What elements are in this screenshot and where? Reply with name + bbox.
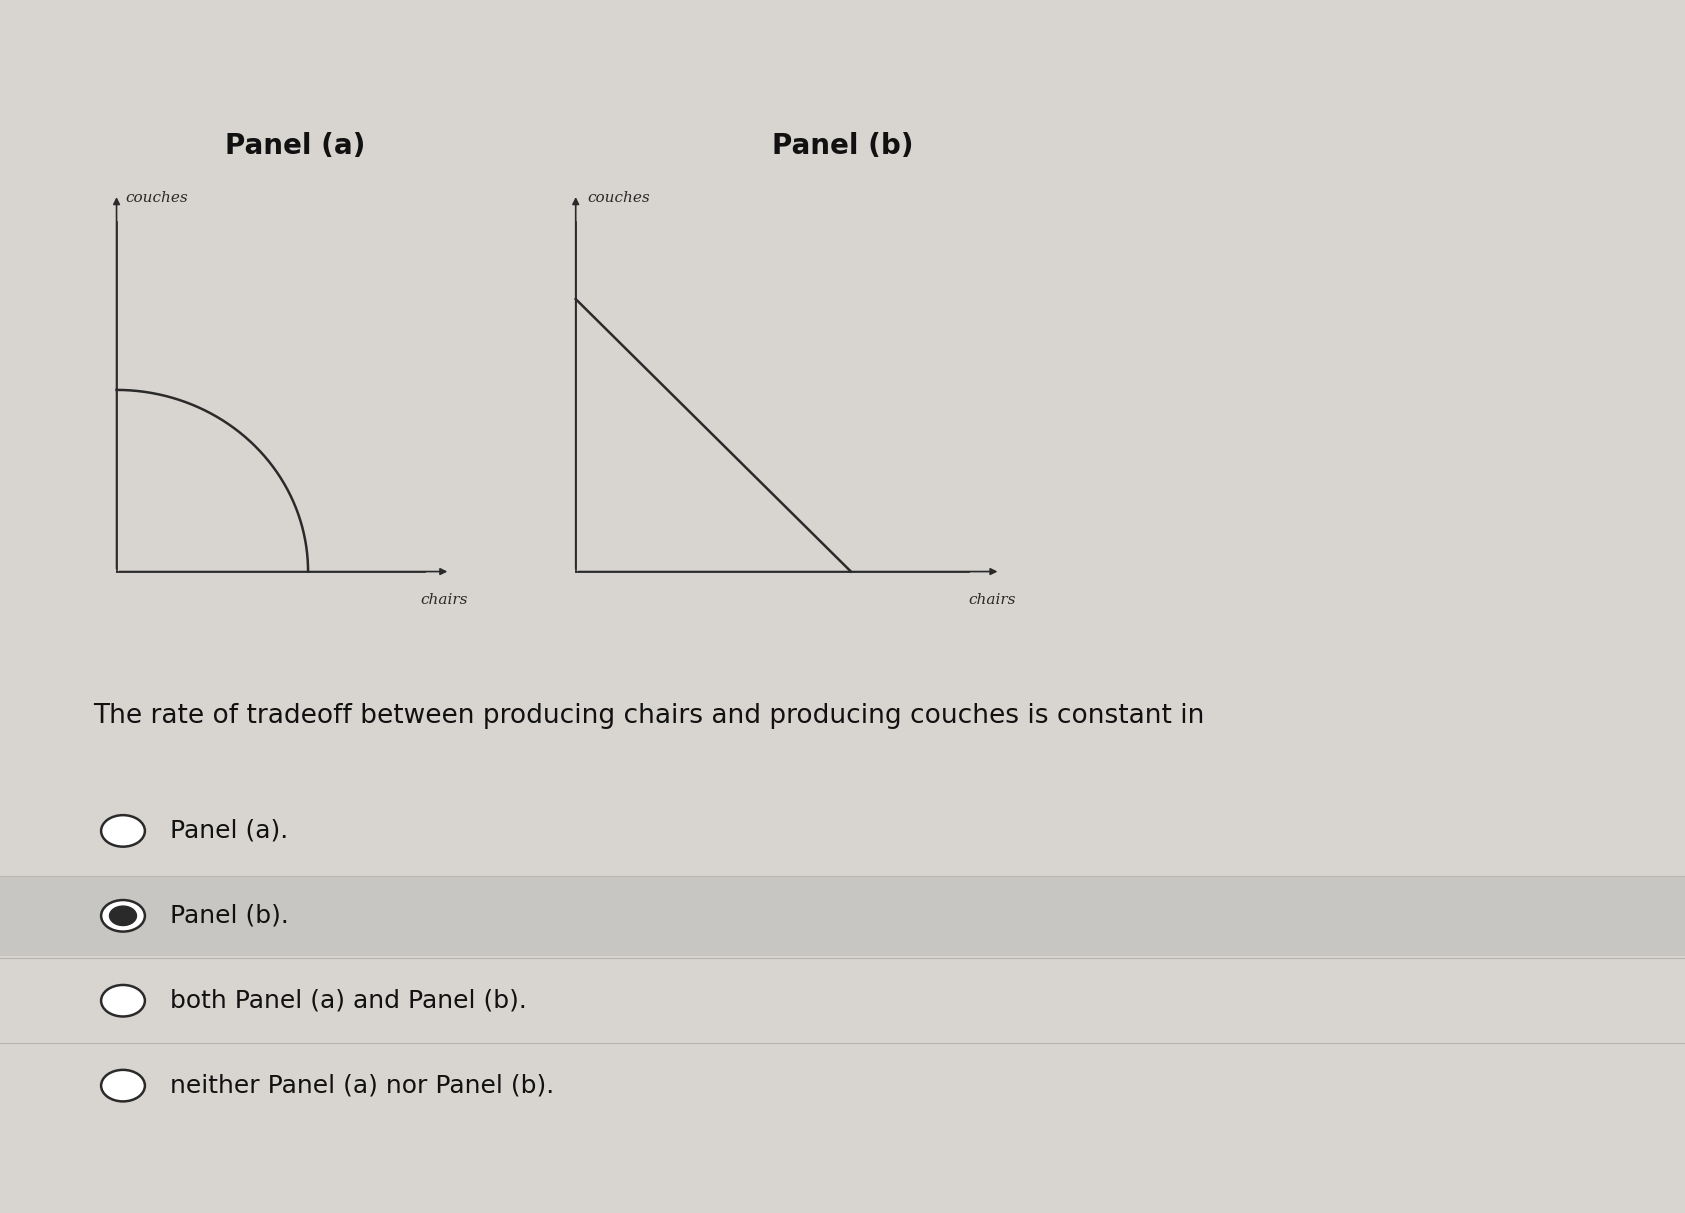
- Text: Panel (a): Panel (a): [224, 131, 366, 160]
- Text: neither Panel (a) nor Panel (b).: neither Panel (a) nor Panel (b).: [170, 1074, 554, 1098]
- Text: couches: couches: [588, 190, 650, 205]
- Text: The rate of tradeoff between producing chairs and producing couches is constant : The rate of tradeoff between producing c…: [93, 702, 1205, 729]
- Text: Panel (b).: Panel (b).: [170, 904, 290, 928]
- Text: couches: couches: [126, 190, 189, 205]
- Text: chairs: chairs: [420, 592, 468, 606]
- Text: Panel (a).: Panel (a).: [170, 819, 288, 843]
- Text: both Panel (a) and Panel (b).: both Panel (a) and Panel (b).: [170, 989, 527, 1013]
- Text: chairs: chairs: [969, 592, 1016, 606]
- Text: Panel (b): Panel (b): [772, 131, 913, 160]
